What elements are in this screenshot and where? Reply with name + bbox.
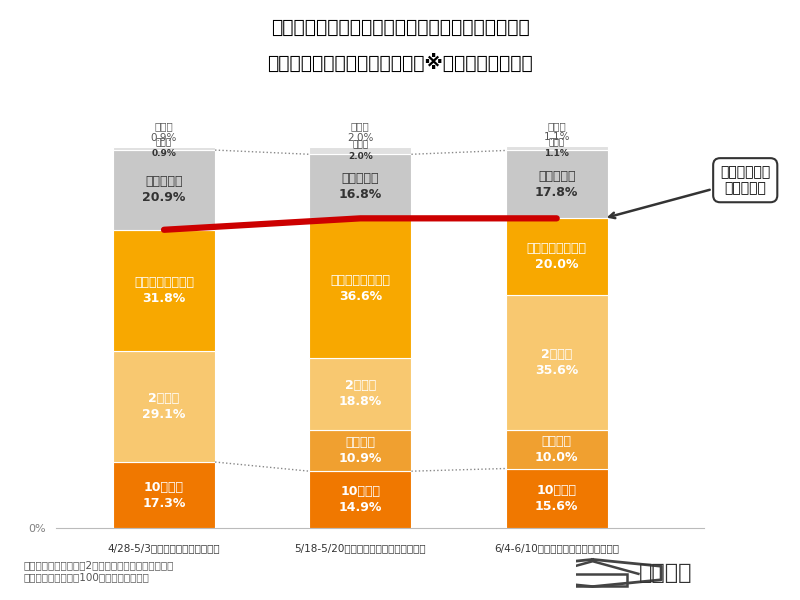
Text: 訪日ラボ: 訪日ラボ — [638, 563, 692, 583]
Text: 5/18-5/20調査（紧急事態宣言緩和時）: 5/18-5/20調査（紧急事態宣言緩和時） — [294, 543, 426, 553]
Text: 2月ごろ
29.1%: 2月ごろ 29.1% — [142, 392, 186, 421]
Text: 構成比は小数点以下第2位を四捨五入しているため、
合計しても必ずしも100とはなりません。: 構成比は小数点以下第2位を四捨五入しているため、 合計しても必ずしも100とはな… — [24, 560, 174, 582]
Text: その他
2.0%: その他 2.0% — [347, 121, 374, 143]
Text: 年末年始
10.0%: 年末年始 10.0% — [535, 435, 578, 464]
Bar — [113, 230, 215, 351]
Text: オリンピックまで
31.8%: オリンピックまで 31.8% — [134, 276, 194, 305]
Text: それ以上後
16.8%: それ以上後 16.8% — [338, 172, 382, 201]
Bar — [310, 471, 411, 528]
Bar — [506, 146, 608, 151]
Bar — [310, 358, 411, 430]
Text: 「外国人観光客（インバウンド）」の客足の回復は: 「外国人観光客（インバウンド）」の客足の回復は — [270, 18, 530, 37]
Bar — [506, 295, 608, 430]
Text: 2月ごろ
35.6%: 2月ごろ 35.6% — [535, 348, 578, 377]
Text: それ以上後
17.8%: それ以上後 17.8% — [535, 170, 578, 199]
Bar — [113, 351, 215, 462]
Bar — [310, 146, 411, 154]
Bar — [310, 154, 411, 218]
Bar — [506, 469, 608, 528]
Bar — [310, 430, 411, 471]
Bar — [506, 430, 608, 469]
Text: その他
0.9%: その他 0.9% — [151, 139, 177, 158]
Text: 6/4-6/10調査（移動と観光の解禁後）: 6/4-6/10調査（移動と観光の解禁後） — [494, 543, 619, 553]
Text: オリンピックまで
20.0%: オリンピックまで 20.0% — [526, 242, 586, 271]
Text: 年末年始
10.9%: 年末年始 10.9% — [338, 436, 382, 465]
Text: その他
2.0%: その他 2.0% — [348, 140, 373, 161]
Text: 4/28-5/3調査（紧急事態宣言下）: 4/28-5/3調査（紧急事態宣言下） — [108, 543, 220, 553]
Text: 2月ごろ
18.8%: 2月ごろ 18.8% — [338, 379, 382, 408]
Text: 10月ごろ
17.3%: 10月ごろ 17.3% — [142, 481, 186, 509]
Text: その他
0.9%: その他 0.9% — [151, 121, 177, 143]
Text: その他
1.1%: その他 1.1% — [544, 139, 569, 158]
Bar — [558, 574, 627, 586]
Bar — [506, 151, 608, 218]
Text: オリンピックまで
36.6%: オリンピックまで 36.6% — [330, 274, 390, 302]
Text: 10月ごろ
15.6%: 10月ごろ 15.6% — [535, 484, 578, 513]
Bar — [113, 150, 215, 230]
Text: いつごろになると思いますか？※単一回答　時期別: いつごろになると思いますか？※単一回答 時期別 — [267, 54, 533, 73]
Bar — [113, 462, 215, 528]
Bar — [113, 146, 215, 150]
Bar — [310, 218, 411, 358]
Bar — [506, 218, 608, 295]
Text: 早めの回復に
期待高まる: 早めの回復に 期待高まる — [610, 165, 770, 218]
Text: それ以上後
20.9%: それ以上後 20.9% — [142, 175, 186, 205]
Text: その他
1.1%: その他 1.1% — [543, 121, 570, 142]
Text: 10月ごろ
14.9%: 10月ごろ 14.9% — [338, 485, 382, 514]
